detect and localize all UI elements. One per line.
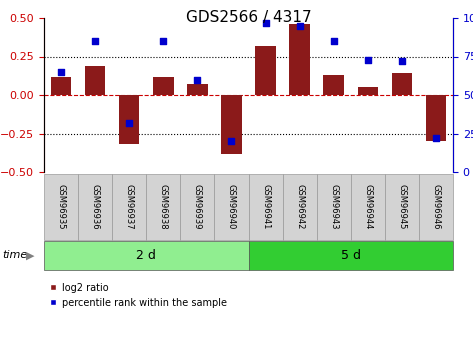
Bar [385,174,419,240]
Point [125,120,133,126]
Bar [426,95,446,141]
Point [159,38,167,44]
Point [330,38,338,44]
Point [432,135,440,141]
Text: GSM96942: GSM96942 [295,184,304,230]
Bar [119,95,140,144]
Bar [180,174,214,240]
Bar [146,174,180,240]
Text: GSM96937: GSM96937 [125,184,134,230]
Bar [392,73,412,95]
Bar [248,241,453,270]
Bar [316,174,351,240]
Bar [289,24,310,95]
Bar [221,95,242,154]
Text: GSM96938: GSM96938 [159,184,168,230]
Text: GSM96941: GSM96941 [261,184,270,230]
Text: time: time [2,250,27,260]
Bar [214,174,248,240]
Text: 2 d: 2 d [136,249,156,262]
Point [296,23,303,28]
Bar [44,241,248,270]
Text: GDS2566 / 4317: GDS2566 / 4317 [186,10,311,25]
Bar [358,87,378,95]
Point [228,138,235,144]
Text: GSM96944: GSM96944 [363,184,372,230]
Text: GSM96936: GSM96936 [91,184,100,230]
Bar [51,77,71,95]
Point [91,38,99,44]
Bar [78,174,112,240]
Bar [44,174,78,240]
Text: GSM96946: GSM96946 [431,184,440,230]
Point [398,58,406,64]
Bar [112,174,146,240]
Text: GSM96939: GSM96939 [193,184,202,230]
Bar [187,84,208,95]
Bar [255,46,276,95]
Bar [85,66,105,95]
Text: ▶: ▶ [26,250,35,260]
Text: GSM96935: GSM96935 [57,184,66,230]
Text: GSM96943: GSM96943 [329,184,338,230]
Point [193,77,201,82]
Bar [324,75,344,95]
Bar [351,174,385,240]
Bar [419,174,453,240]
Bar [248,174,282,240]
Point [262,20,269,26]
Text: 5 d: 5 d [341,249,361,262]
Bar [282,174,316,240]
Point [57,69,65,75]
Text: GSM96940: GSM96940 [227,184,236,230]
Bar [153,77,174,95]
Point [364,57,372,62]
Legend: log2 ratio, percentile rank within the sample: log2 ratio, percentile rank within the s… [49,283,227,308]
Text: GSM96945: GSM96945 [397,184,406,230]
